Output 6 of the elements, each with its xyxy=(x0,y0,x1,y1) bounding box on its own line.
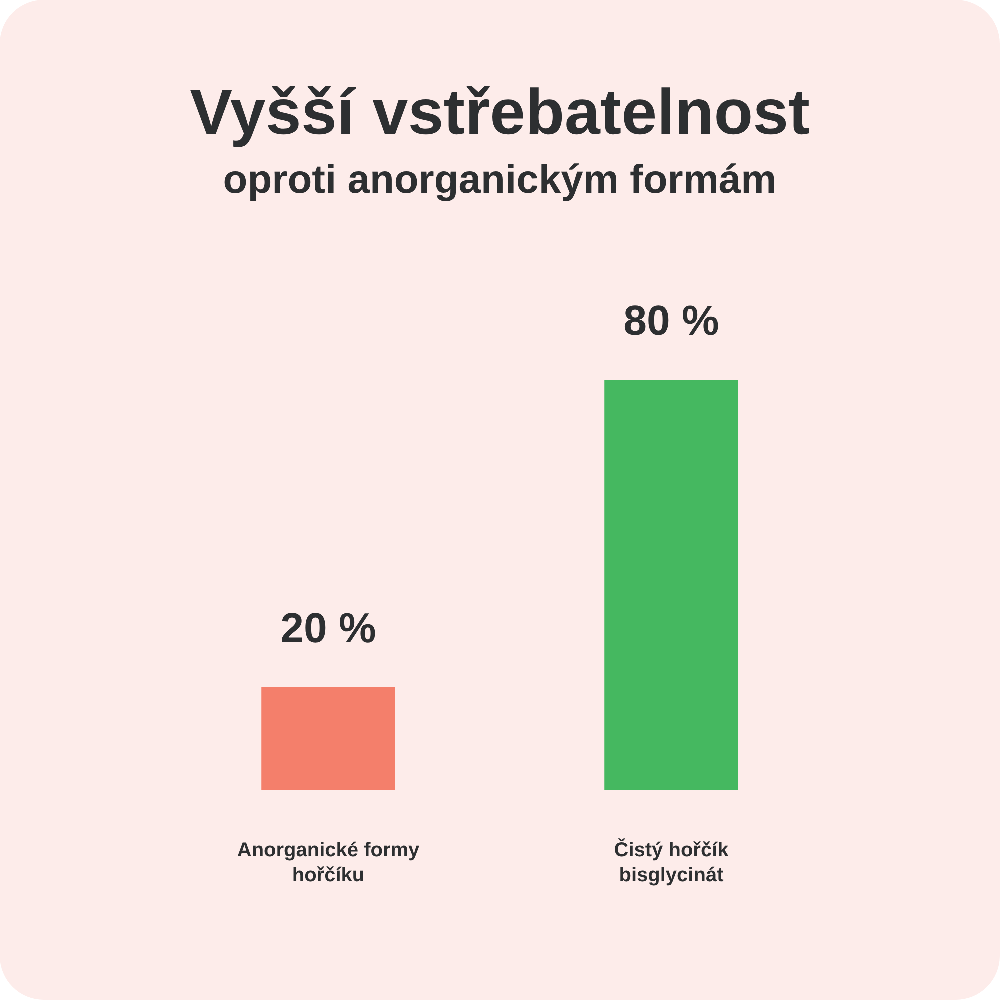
x-tick-label: Anorganické formy hořčíku xyxy=(237,840,421,886)
chart-title: Vyšší vstřebatelnost xyxy=(190,76,810,148)
data-label: 20 % xyxy=(280,604,376,652)
x-tick-label: Čistý hořčík bisglycinát xyxy=(614,838,730,886)
chart-subtitle: oproti anorganickým formám xyxy=(223,158,777,202)
data-label: 80 % xyxy=(624,297,720,344)
